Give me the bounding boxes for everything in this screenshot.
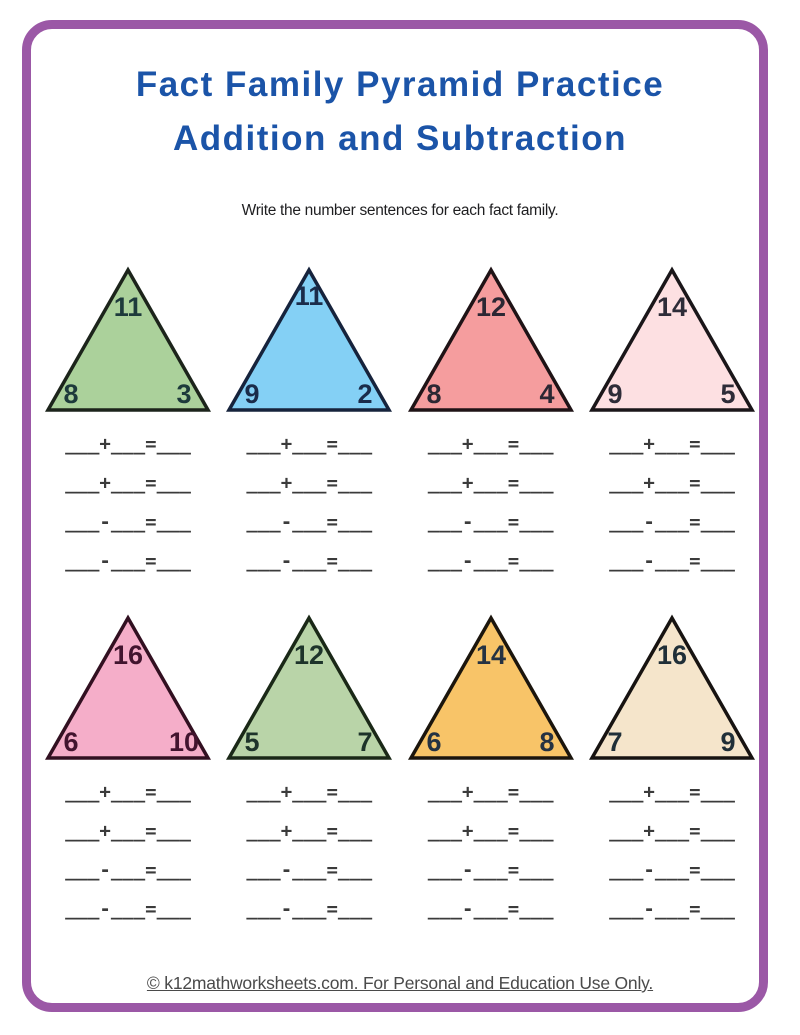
number-sentence-line: ___-___=___: [65, 898, 191, 920]
number-sentence-block: ___+___=___ ___+___=___ ___-___=___ ___-…: [65, 775, 191, 931]
number-sentence-line: ___-___=___: [65, 550, 191, 572]
page-title: Fact Family Pyramid Practice Addition an…: [0, 58, 800, 166]
number-sentence-block: ___+___=___ ___+___=___ ___-___=___ ___-…: [65, 427, 191, 583]
triangle-shape: [44, 614, 212, 760]
instruction-text: Write the number sentences for each fact…: [241, 202, 559, 219]
pyramid-triangle: 11 8 3: [44, 266, 212, 412]
number-sentence-line: ___+___=___: [246, 820, 373, 842]
number-sentence-line: ___+___=___: [246, 472, 373, 494]
pyramid-right-number: 3: [176, 379, 191, 409]
pyramid-top-number: 12: [476, 292, 506, 322]
pyramid-row-2: 16 6 10 ___+___=___ ___+___=___ ___-___=…: [44, 614, 755, 931]
number-sentence-line: ___-___=___: [65, 511, 191, 533]
number-sentence-block: ___+___=___ ___+___=___ ___-___=___ ___-…: [609, 427, 735, 583]
footer-copyright-link[interactable]: © k12mathworksheets.com. For Personal an…: [146, 973, 654, 993]
fact-family-cell-5: 16 6 10 ___+___=___ ___+___=___ ___-___=…: [44, 614, 212, 931]
pyramid-left-number: 8: [426, 379, 441, 409]
pyramid-triangle: 11 9 2: [226, 266, 393, 412]
pyramid-top-number: 16: [657, 640, 687, 670]
pyramid-top-number: 11: [114, 292, 143, 322]
number-sentence-line: ___+___=___: [246, 433, 373, 455]
pyramid-right-number: 7: [358, 727, 373, 757]
number-sentence-block: ___+___=___ ___+___=___ ___-___=___ ___-…: [246, 775, 372, 931]
pyramid-triangle: 14 6 8: [407, 614, 574, 760]
number-sentence-line: ___+___=___: [609, 472, 735, 494]
pyramid-top-number: 14: [657, 292, 687, 322]
pyramid-right-number: 4: [539, 379, 554, 409]
number-sentence-line: ___-___=___: [246, 511, 373, 533]
triangle-shape: [588, 614, 755, 760]
number-sentence-block: ___+___=___ ___+___=___ ___-___=___ ___-…: [428, 775, 554, 931]
number-sentence-line: ___-___=___: [427, 511, 554, 533]
pyramid-left-number: 7: [607, 727, 622, 757]
pyramid-left-number: 9: [607, 379, 622, 409]
title-line-2: Addition and Subtraction: [172, 119, 628, 158]
pyramid-left-number: 8: [63, 379, 78, 409]
title-line-1: Fact Family Pyramid Practice: [135, 65, 665, 104]
number-sentence-line: ___+___=___: [65, 433, 191, 455]
pyramid-right-number: 10: [169, 727, 199, 757]
number-sentence-line: ___+___=___: [427, 820, 554, 842]
triangle-shape: [226, 614, 393, 760]
number-sentence-line: ___+___=___: [65, 820, 191, 842]
pyramid-top-number: 11: [295, 281, 324, 311]
triangle-shape: [407, 266, 574, 412]
pyramid-right-number: 8: [539, 727, 554, 757]
fact-family-cell-1: 11 8 3 ___+___=___ ___+___=___ ___-___=_…: [44, 266, 212, 583]
triangle-shape: [588, 266, 755, 412]
number-sentence-line: ___-___=___: [246, 859, 373, 881]
number-sentence-line: ___+___=___: [609, 433, 735, 455]
fact-family-cell-7: 14 6 8 ___+___=___ ___+___=___ ___-___=_…: [407, 614, 574, 931]
pyramid-triangle: 16 6 10: [44, 614, 212, 760]
number-sentence-line: ___-___=___: [427, 550, 554, 572]
number-sentence-line: ___+___=___: [427, 433, 554, 455]
number-sentence-line: ___+___=___: [609, 781, 735, 803]
number-sentence-line: ___+___=___: [65, 781, 191, 803]
pyramid-left-number: 6: [63, 727, 78, 757]
pyramid-left-number: 5: [245, 727, 260, 757]
pyramid-triangle: 12 5 7: [226, 614, 393, 760]
triangle-shape: [44, 266, 212, 412]
number-sentence-line: ___-___=___: [246, 898, 373, 920]
number-sentence-line: ___+___=___: [65, 472, 191, 494]
number-sentence-line: ___+___=___: [427, 472, 554, 494]
pyramid-right-number: 5: [720, 379, 735, 409]
triangle-shape: [226, 266, 393, 412]
number-sentence-line: ___-___=___: [65, 859, 191, 881]
number-sentence-block: ___+___=___ ___+___=___ ___-___=___ ___-…: [428, 427, 554, 583]
footer: © k12mathworksheets.com. For Personal an…: [0, 973, 800, 994]
fact-family-cell-2: 11 9 2 ___+___=___ ___+___=___ ___-___=_…: [226, 266, 393, 583]
triangle-shape: [407, 614, 574, 760]
pyramid-left-number: 9: [245, 379, 260, 409]
pyramid-triangle: 12 8 4: [407, 266, 574, 412]
pyramid-top-number: 12: [294, 640, 324, 670]
number-sentence-line: ___-___=___: [246, 550, 373, 572]
number-sentence-block: ___+___=___ ___+___=___ ___-___=___ ___-…: [609, 775, 735, 931]
pyramid-top-number: 16: [113, 640, 143, 670]
pyramid-triangle: 14 9 5: [588, 266, 755, 412]
fact-family-cell-8: 16 7 9 ___+___=___ ___+___=___ ___-___=_…: [588, 614, 755, 931]
pyramid-left-number: 6: [426, 727, 441, 757]
number-sentence-block: ___+___=___ ___+___=___ ___-___=___ ___-…: [246, 427, 372, 583]
pyramid-top-number: 14: [476, 640, 506, 670]
fact-family-cell-3: 12 8 4 ___+___=___ ___+___=___ ___-___=_…: [407, 266, 574, 583]
number-sentence-line: ___+___=___: [609, 820, 735, 842]
pyramid-right-number: 2: [358, 379, 373, 409]
number-sentence-line: ___-___=___: [609, 511, 735, 533]
number-sentence-line: ___-___=___: [609, 859, 735, 881]
pyramid-triangle: 16 7 9: [588, 614, 755, 760]
fact-family-cell-6: 12 5 7 ___+___=___ ___+___=___ ___-___=_…: [226, 614, 393, 931]
number-sentence-line: ___+___=___: [246, 781, 373, 803]
number-sentence-line: ___-___=___: [427, 859, 554, 881]
number-sentence-line: ___-___=___: [609, 898, 735, 920]
number-sentence-line: ___-___=___: [609, 550, 735, 572]
fact-family-cell-4: 14 9 5 ___+___=___ ___+___=___ ___-___=_…: [588, 266, 755, 583]
number-sentence-line: ___+___=___: [427, 781, 554, 803]
number-sentence-line: ___-___=___: [427, 898, 554, 920]
pyramid-right-number: 9: [720, 727, 735, 757]
pyramid-row-1: 11 8 3 ___+___=___ ___+___=___ ___-___=_…: [44, 266, 755, 583]
